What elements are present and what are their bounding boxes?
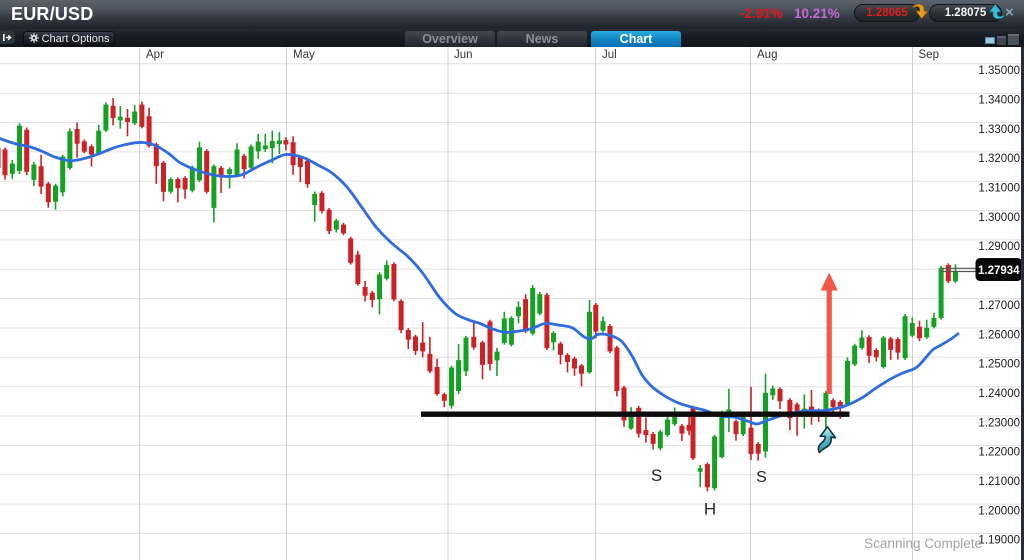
svg-text:Jun: Jun: [454, 49, 473, 61]
svg-text:1.32000: 1.32000: [978, 153, 1020, 165]
svg-text:1.24000: 1.24000: [978, 388, 1020, 400]
svg-text:1.27000: 1.27000: [978, 300, 1020, 312]
svg-text:S: S: [651, 466, 662, 485]
svg-text:1.34000: 1.34000: [978, 95, 1020, 107]
svg-text:1.35000: 1.35000: [978, 65, 1020, 77]
svg-text:1.22000: 1.22000: [978, 447, 1020, 459]
svg-text:1.30000: 1.30000: [978, 212, 1020, 224]
svg-text:1.21000: 1.21000: [978, 476, 1020, 488]
svg-text:1.23000: 1.23000: [978, 417, 1020, 429]
svg-text:1.20000: 1.20000: [978, 505, 1020, 517]
svg-text:Sep: Sep: [919, 49, 939, 61]
svg-text:Scanning Complete: Scanning Complete: [864, 536, 982, 551]
svg-text:1.26000: 1.26000: [978, 329, 1020, 341]
svg-text:S: S: [756, 469, 767, 486]
svg-text:1.27934: 1.27934: [978, 265, 1020, 277]
svg-text:Apr: Apr: [146, 49, 164, 61]
svg-text:1.19000: 1.19000: [978, 535, 1020, 547]
svg-text:1.33000: 1.33000: [978, 124, 1020, 136]
svg-text:May: May: [293, 49, 315, 61]
svg-text:1.29000: 1.29000: [978, 241, 1020, 253]
svg-text:1.31000: 1.31000: [978, 183, 1020, 195]
svg-text:H: H: [704, 500, 716, 519]
svg-text:1.25000: 1.25000: [978, 359, 1020, 371]
svg-text:Jul: Jul: [602, 49, 617, 61]
svg-text:Aug: Aug: [757, 49, 777, 61]
